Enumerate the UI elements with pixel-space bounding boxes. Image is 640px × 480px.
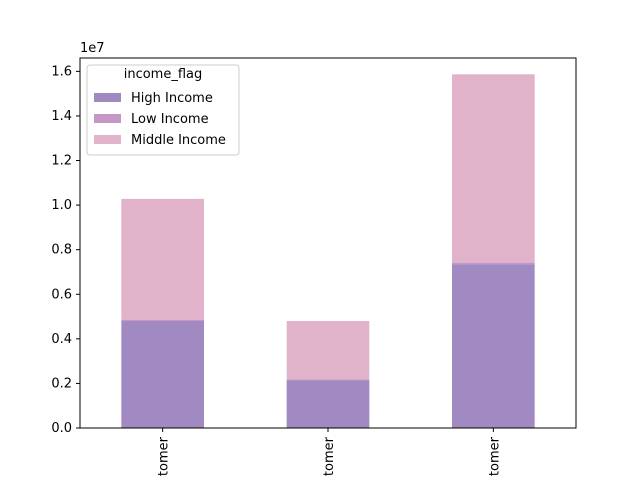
bar-middle-income-1 [121, 198, 204, 320]
legend: income_flag High Income Low Income Middle I… [86, 64, 240, 156]
legend-box [86, 64, 240, 156]
x-tick-label: tomer [322, 436, 337, 476]
y-tick-label: 1.4 [51, 109, 72, 124]
bar-middle-income-3 [452, 74, 535, 263]
y-tick-label: 0.6 [51, 287, 72, 302]
legend-swatch [94, 135, 121, 144]
bar-low-income-2 [286, 379, 370, 381]
y-offset-label: 1e7 [80, 41, 105, 56]
bar-high-income-3 [452, 264, 535, 428]
y-tick-label: 0.8 [51, 243, 72, 258]
y-tick-label: 0.4 [51, 332, 72, 347]
legend-label: Low Income [131, 112, 209, 127]
legend-label: High Income [131, 91, 213, 106]
legend-label: Middle Income [131, 133, 226, 148]
y-tick-label: 0.0 [51, 421, 72, 436]
y-tick-label: 0.2 [51, 376, 72, 391]
x-axis: tomer tomer tomer [157, 428, 502, 476]
legend-swatch [94, 93, 121, 102]
y-axis: 0.0 0.2 0.4 0.6 0.8 1.0 1.2 1.4 1.6 [51, 64, 80, 436]
x-tick-label: tomer [487, 436, 502, 476]
legend-title: income_flag [124, 67, 203, 82]
y-tick-label: 1.0 [51, 198, 72, 213]
y-tick-label: 1.6 [51, 64, 72, 79]
bar-high-income-2 [286, 380, 370, 428]
bars-layer [121, 74, 535, 428]
y-tick-label: 1.2 [51, 154, 72, 169]
bar-middle-income-2 [286, 321, 370, 380]
x-tick-label: tomer [157, 436, 172, 476]
bar-high-income-1 [121, 321, 204, 428]
legend-swatch [94, 114, 121, 123]
bar-low-income-3 [452, 262, 535, 265]
bar-low-income-1 [121, 319, 204, 322]
